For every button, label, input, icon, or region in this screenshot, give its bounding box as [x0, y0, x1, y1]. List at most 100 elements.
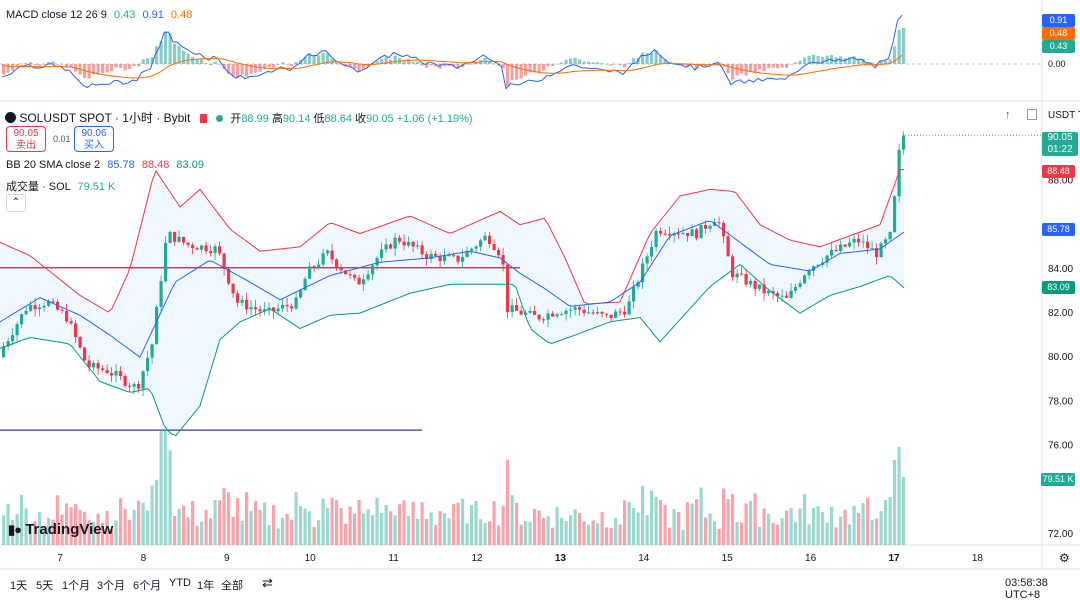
candle-body [735, 273, 739, 278]
macd-hist-bar [650, 53, 654, 64]
macd-hist-bar [447, 64, 451, 67]
timeframe-1d[interactable]: 1天 [10, 580, 28, 592]
volume-bar [470, 505, 474, 545]
volume-bar [753, 493, 757, 545]
volume-bar [515, 502, 519, 545]
volume-bar [807, 524, 811, 545]
timeframe-3m[interactable]: 3个月 [97, 580, 126, 592]
timeframe-6m[interactable]: 6个月 [133, 580, 162, 592]
buy-button[interactable]: 90.06 买入 [74, 126, 114, 152]
candle-body [650, 246, 654, 257]
volume-bar [155, 479, 159, 545]
macd-hist-bar [821, 56, 825, 64]
volume-header: 成交量 · SOL 79.51 K [6, 178, 115, 194]
volume-bar [141, 502, 145, 545]
macd-label: MACD close 12 26 9 [6, 9, 107, 21]
macd-hist-bar [600, 63, 604, 64]
volume-bar [731, 494, 735, 545]
buy-label: 买入 [84, 140, 104, 151]
timeframe-1y[interactable]: 1年 [197, 580, 215, 592]
timeframe-ytd[interactable]: YTD [169, 577, 191, 589]
volume-bar [380, 512, 384, 545]
candle-body [335, 259, 339, 268]
arrow-up-icon[interactable]: ↑ [1005, 109, 1011, 121]
timeframe-5d[interactable]: 5天 [36, 580, 54, 592]
macd-hist-bar [60, 63, 64, 65]
macd-hist-bar [483, 57, 487, 64]
candle-body [893, 196, 897, 233]
volume-bar [839, 516, 843, 545]
volume-bar [447, 518, 451, 545]
collapse-chevron-icon[interactable]: ⌃ [6, 194, 26, 212]
macd-hist-bar [38, 64, 42, 66]
candle-body [375, 257, 379, 266]
candle-body [249, 307, 253, 310]
volume-bar [222, 488, 226, 545]
macd-hist-bar [294, 62, 298, 64]
macd-hist-bar [177, 45, 181, 64]
volume-bar [497, 525, 501, 545]
macd-hist-bar [452, 64, 456, 67]
macd-hist-bar [164, 31, 168, 64]
volume-bar [186, 517, 190, 545]
candle-body [254, 307, 258, 310]
candle-body [101, 368, 105, 370]
low-value: 88.64 [324, 113, 353, 125]
macd-hist-bar [51, 61, 55, 64]
macd-hist-bar [110, 64, 114, 72]
symbol-title[interactable]: SOLUSDT SPOT · 1小时 · Bybit [19, 111, 191, 125]
candle-body [353, 274, 357, 278]
macd-hist-bar [92, 64, 96, 75]
macd-hist-bar [807, 55, 811, 64]
volume-bar [699, 487, 703, 545]
candle-body [164, 242, 168, 282]
volume-bar [893, 459, 897, 545]
date-range-icon[interactable]: ⇄ [262, 575, 273, 590]
open-label: 开 [230, 113, 242, 125]
candle-body [866, 241, 870, 249]
volume-bar [357, 500, 361, 545]
volume-bar [578, 513, 582, 545]
candle-body [839, 244, 843, 251]
candle-body [29, 305, 33, 311]
volume-bar [767, 513, 771, 545]
price-tick-label: 82.00 [1048, 308, 1073, 319]
candle-body [740, 273, 744, 275]
candle-body [344, 270, 348, 275]
volume-bar [123, 508, 127, 545]
volume-bar [168, 450, 172, 545]
macd-hist-bar [330, 58, 334, 64]
candle-body [465, 250, 469, 258]
volume-bar [159, 430, 163, 545]
volume-bar [335, 500, 339, 545]
macd-hist-bar [852, 56, 856, 64]
macd-hist-bar [227, 64, 231, 74]
settings-gear-icon[interactable]: ⚙ [1059, 551, 1070, 565]
candle-body [132, 384, 136, 387]
sell-button[interactable]: 90.05 卖出 [6, 126, 46, 152]
currency-selector[interactable]: USDT ˇ [1048, 110, 1080, 121]
volume-bar [209, 518, 213, 545]
macd-hist-bar [380, 58, 384, 64]
macd-signal-value: 0.48 [170, 9, 193, 21]
candle-body [195, 248, 199, 250]
timeframe-1m[interactable]: 1个月 [62, 580, 91, 592]
volume-bar [371, 515, 375, 545]
fullscreen-icon[interactable] [1027, 109, 1037, 120]
bb-mid-tag: 85.78 [1042, 223, 1075, 236]
macd-hist-bar [65, 64, 69, 68]
volume-bar [533, 509, 537, 545]
candle-body [33, 305, 37, 310]
timeframe-all[interactable]: 全部 [221, 580, 243, 592]
candle-body [497, 249, 501, 256]
candle-body [272, 307, 276, 312]
flag-icon[interactable] [199, 114, 207, 123]
candle-body [159, 281, 163, 307]
symbol-icon [5, 112, 16, 123]
candle-body [506, 264, 510, 313]
candle-body [236, 293, 240, 303]
volume-bar [290, 519, 294, 545]
volume-bar [384, 504, 388, 545]
candle-body [875, 248, 879, 258]
